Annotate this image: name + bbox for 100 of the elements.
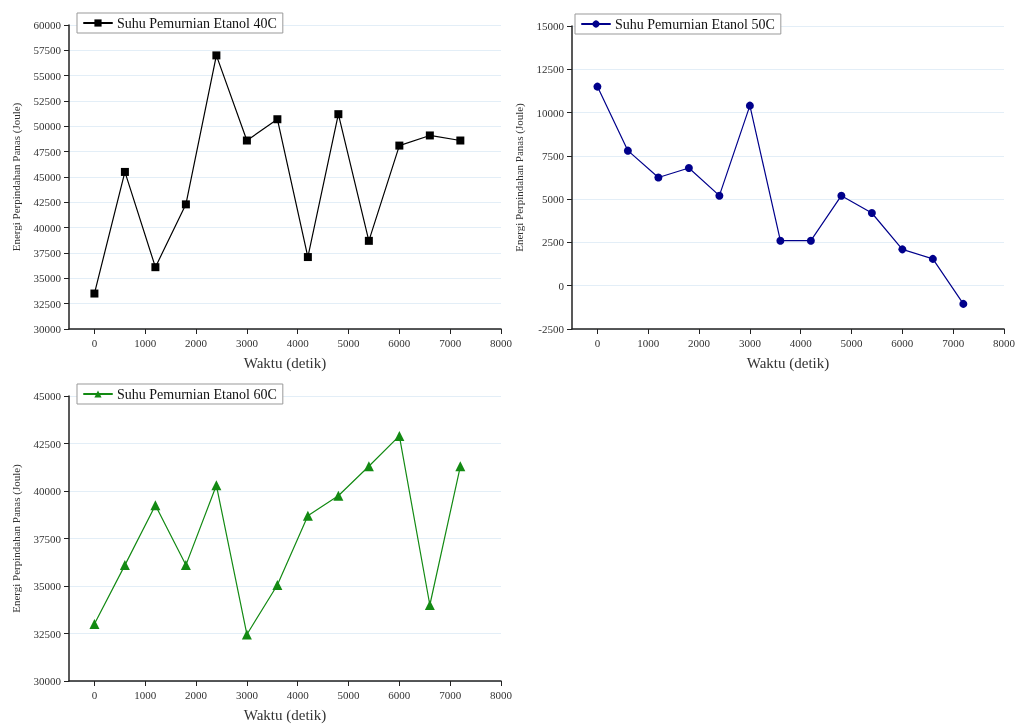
legend-label: Suhu Pemurnian Etanol 50C: [615, 16, 775, 32]
x-tick-label: 2000: [185, 336, 208, 349]
point: [867, 209, 876, 217]
y-tick-label: 40000: [33, 485, 62, 497]
x-tick-label: 0: [91, 688, 98, 701]
point: [456, 136, 465, 145]
x-tick-label: 2000: [688, 336, 711, 349]
x-tick-label: 0: [594, 336, 601, 349]
x-axis-title: Waktu (detik): [243, 354, 327, 372]
point: [364, 236, 373, 245]
point: [180, 560, 191, 571]
point: [212, 51, 221, 60]
x-tick-label: 3000: [738, 336, 762, 349]
y-tick-label: 10000: [536, 106, 565, 119]
point: [120, 167, 129, 176]
point: [150, 500, 161, 511]
x-tick-label: 3000: [235, 688, 259, 701]
point: [119, 560, 130, 571]
point: [90, 289, 99, 298]
point: [623, 146, 632, 155]
point: [151, 263, 160, 272]
point: [684, 163, 693, 172]
y-tick-label: 15000: [536, 20, 565, 32]
point: [241, 629, 252, 640]
y-tick-label: 32500: [33, 297, 62, 310]
x-tick-label: 8000: [490, 688, 513, 701]
x-tick-label: 5000: [337, 336, 361, 349]
x-tick-label: 1000: [637, 336, 660, 349]
point: [242, 136, 251, 145]
x-tick-label: 8000: [993, 336, 1016, 349]
x-tick-label: 4000: [286, 688, 310, 701]
x-axis-title: Waktu (detik): [243, 706, 327, 724]
y-tick-label: 7500: [542, 149, 565, 162]
y-tick-label: 30000: [33, 675, 62, 687]
y-tick-label: 37500: [33, 247, 62, 259]
y-tick-label: 0: [558, 279, 565, 292]
y-tick-label: 42500: [33, 437, 62, 450]
point: [395, 141, 404, 150]
y-tick-label: 35000: [33, 580, 62, 592]
x-tick-label: 3000: [235, 336, 259, 349]
point: [394, 430, 405, 441]
y-tick-label: 50000: [33, 120, 62, 133]
x-tick-label: 1000: [134, 688, 157, 701]
x-tick-label: 5000: [840, 336, 864, 349]
x-tick-label: 7000: [942, 336, 965, 349]
x-axis-title: Waktu (detik): [746, 354, 830, 372]
y-tick-label: 52500: [33, 95, 62, 107]
point: [211, 480, 222, 491]
x-tick-label: 1000: [134, 336, 157, 349]
point: [593, 82, 602, 91]
point: [837, 191, 846, 200]
point: [425, 131, 434, 140]
legend-label: Suhu Pemurnian Etanol 60C: [117, 386, 277, 402]
point: [745, 101, 754, 110]
x-tick-label: 8000: [490, 336, 513, 349]
x-tick-label: 4000: [789, 336, 813, 349]
y-tick-label: 32500: [33, 627, 62, 640]
x-tick-label: 4000: [286, 336, 310, 349]
y-tick-label: 42500: [33, 196, 62, 209]
y-axis-title: Energi Perpindahan Panas (Joule): [512, 102, 526, 252]
point: [89, 619, 100, 629]
x-tick-label: 6000: [388, 688, 411, 701]
y-tick-label: 45000: [33, 390, 62, 402]
point: [334, 110, 343, 119]
point: [959, 299, 968, 308]
point: [302, 510, 313, 521]
y-tick-label: 35000: [33, 272, 62, 285]
y-tick-label: 47500: [33, 145, 62, 158]
x-tick-label: 0: [91, 336, 98, 349]
point: [806, 236, 815, 245]
x-tick-label: 6000: [891, 336, 914, 349]
point: [363, 461, 374, 472]
point: [181, 200, 190, 209]
point: [273, 115, 282, 124]
point: [928, 254, 937, 263]
point: [715, 191, 724, 200]
y-axis-title: Energi Perpindahan Panas (Joule): [9, 463, 23, 613]
y-tick-label: 40000: [33, 221, 62, 234]
point: [455, 461, 466, 472]
x-tick-label: 7000: [439, 688, 462, 701]
point: [654, 173, 663, 182]
point: [776, 236, 785, 245]
point: [333, 490, 344, 501]
y-tick-label: 37500: [33, 532, 62, 545]
y-tick-label: 57500: [33, 44, 62, 57]
x-tick-label: 5000: [337, 688, 361, 701]
y-tick-label: 5000: [542, 193, 565, 206]
point: [898, 245, 907, 254]
y-tick-label: 12500: [536, 63, 565, 76]
y-tick-label: 30000: [33, 323, 62, 335]
point: [424, 600, 435, 610]
y-tick-label: -2500: [538, 323, 565, 335]
x-tick-label: 6000: [388, 336, 411, 349]
point: [272, 580, 283, 591]
y-axis-title: Energi Perpindahan Panas (Joule): [9, 102, 23, 252]
legend-label: Suhu Pemurnian Etanol 40C: [117, 15, 277, 31]
y-tick-label: 45000: [33, 171, 62, 183]
x-tick-label: 7000: [439, 336, 462, 349]
point: [303, 253, 312, 262]
y-tick-label: 55000: [33, 69, 62, 82]
